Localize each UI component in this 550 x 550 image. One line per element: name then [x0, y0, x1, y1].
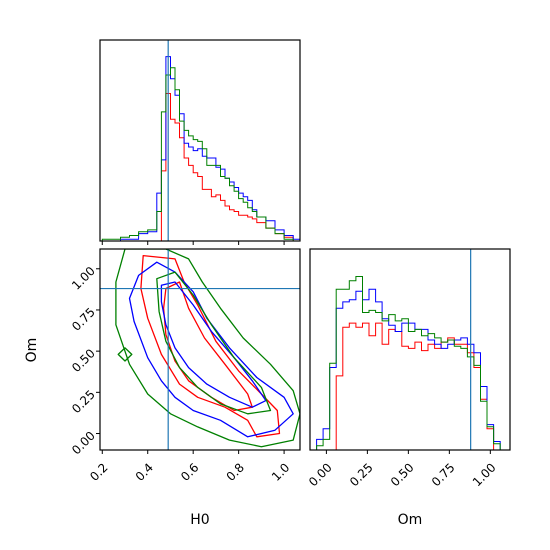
- h0-histogram-ticks: [101, 241, 285, 245]
- om-histogram-tick-label-1: 0.25: [347, 460, 376, 489]
- h0-tick-label-4: 1.0: [269, 460, 292, 483]
- contour-line-2: [128, 261, 294, 438]
- om-axis-label: Om: [24, 338, 40, 363]
- om-histogram-steps: [310, 276, 507, 450]
- h0-tick-label-2: 0.6: [178, 460, 201, 483]
- h0-tick-label-0: 0.2: [87, 460, 110, 483]
- om-histogram-tick-label-2: 0.50: [388, 460, 417, 489]
- h0-tick-label-3: 0.8: [224, 460, 247, 483]
- h0-histogram-series-2-step-line: [100, 67, 300, 241]
- om-histogram-series-2-step-line: [310, 276, 507, 450]
- contour-line-3: [160, 281, 267, 408]
- contour-panel-frame: [99, 248, 301, 451]
- h0-axis-label: H0: [190, 512, 209, 528]
- contour-line-0: [140, 254, 281, 438]
- om-histogram-ticks: 0.00 0.25 0.50 0.75 1.00: [306, 450, 499, 489]
- h0-tick-label-1: 0.4: [133, 460, 156, 483]
- h0-axis-ticks: 0.2 0.4 0.6 0.8 1.0: [87, 450, 292, 484]
- contour-line-1: [162, 281, 253, 412]
- om-histogram-panel: 0.00 0.25 0.50 0.75 1.00 Om: [306, 248, 511, 528]
- contour-lines: [115, 249, 300, 448]
- om-histogram-series-1-step-line: [310, 288, 507, 450]
- om-histogram-tick-label-3: 0.75: [429, 460, 458, 489]
- h0-histogram-frame: [99, 39, 301, 242]
- om-histogram-frame: [309, 248, 511, 451]
- om-tick-label-4: 1.00: [69, 264, 98, 293]
- h0-om-contour-panel: 0.2 0.4 0.6 0.8 1.0 0.000.250.500.751.00 H0 …: [24, 248, 301, 528]
- om-axis-ticks: 0.00 0.25 0.50 0.75 1.00: [69, 264, 100, 458]
- h0-histogram-series-0-step-line: [100, 93, 300, 241]
- om-histogram-tick-label-4: 1.00: [470, 460, 499, 489]
- om-tick-label-3: 0.75: [69, 305, 98, 334]
- contour-line-4: [115, 249, 300, 448]
- om-histogram-series-0-step-line: [310, 322, 507, 450]
- contour-line-5: [156, 271, 272, 415]
- om-tick-label-2: 0.50: [69, 346, 98, 375]
- om-histogram-axis-label: Om: [398, 512, 423, 528]
- om-tick-label-1: 0.25: [69, 387, 98, 416]
- h0-histogram-panel: [99, 39, 301, 245]
- om-histogram-tick-label-0: 0.00: [306, 460, 335, 489]
- h0-histogram-steps: [100, 56, 300, 241]
- om-tick-label-0: 0.00: [69, 429, 98, 458]
- h0-histogram-series-1-step-line: [100, 56, 300, 241]
- contour-line-6: [117, 347, 133, 362]
